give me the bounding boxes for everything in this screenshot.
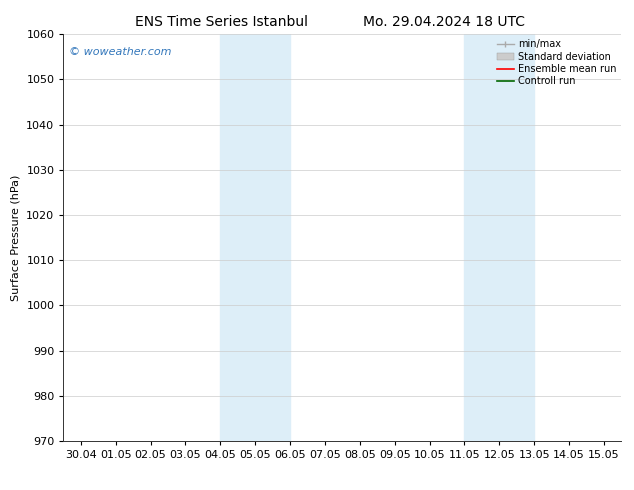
Bar	[464, 34, 500, 441]
Y-axis label: Surface Pressure (hPa): Surface Pressure (hPa)	[11, 174, 21, 301]
Text: © woweather.com: © woweather.com	[69, 47, 171, 56]
Bar	[221, 34, 255, 441]
Bar	[500, 34, 534, 441]
Bar	[255, 34, 290, 441]
Legend: min/max, Standard deviation, Ensemble mean run, Controll run: min/max, Standard deviation, Ensemble me…	[495, 37, 618, 88]
Text: Mo. 29.04.2024 18 UTC: Mo. 29.04.2024 18 UTC	[363, 15, 525, 29]
Text: ENS Time Series Istanbul: ENS Time Series Istanbul	[136, 15, 308, 29]
